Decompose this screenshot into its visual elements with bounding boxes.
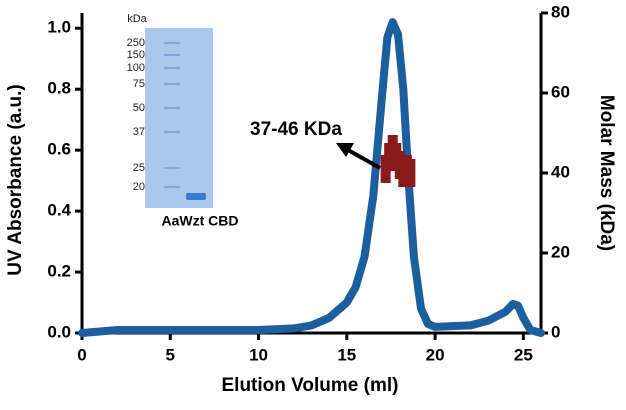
x-tick-label: 0 — [77, 345, 86, 364]
ladder-label: 250 — [127, 37, 145, 49]
ladder-label: 37 — [133, 126, 145, 138]
x-tick-label: 15 — [337, 345, 356, 364]
y-tick-label: 0.6 — [47, 140, 71, 159]
x-axis-label: Elution Volume (ml) — [222, 375, 399, 396]
y-tick-label: 0.0 — [47, 322, 71, 341]
y2-axis-label: Molar Mass (kDa) — [596, 95, 617, 251]
y-tick-label: 0.8 — [47, 79, 71, 98]
x-tick-label: 10 — [249, 345, 268, 364]
y-tick-label: 0.4 — [47, 201, 71, 220]
lane-label: AaWzt CBD — [162, 213, 239, 229]
x-tick-label: 20 — [426, 345, 445, 364]
annotation: 37-46 KDa — [250, 119, 342, 140]
ladder-label: 75 — [133, 78, 145, 90]
y-axis-label: UV Absorbance (a.u.) — [5, 84, 26, 275]
gel-unit-label: kDa — [127, 13, 147, 25]
ladder-label: 25 — [133, 162, 145, 174]
molar-mass-point — [405, 159, 416, 187]
ladder-label: 100 — [127, 62, 145, 74]
y-tick-label: 1.0 — [47, 18, 71, 37]
sample-band — [186, 193, 206, 200]
y2-tick-label: 80 — [551, 2, 570, 21]
x-tick-label: 25 — [514, 345, 533, 364]
x-tick-label: 5 — [166, 345, 175, 364]
ladder-label: 50 — [133, 102, 145, 114]
y2-tick-label: 0 — [551, 322, 560, 341]
ladder-bands — [164, 42, 180, 188]
ladder-label: 150 — [127, 49, 145, 61]
y-tick-label: 0.2 — [47, 262, 71, 281]
annotation-arrow — [336, 143, 381, 170]
y2-tick-label: 20 — [551, 242, 570, 261]
y2-tick-label: 60 — [551, 82, 570, 101]
y2-tick-label: 40 — [551, 162, 570, 181]
gel — [145, 28, 213, 208]
uv-line — [78, 18, 545, 337]
ladder-label: 20 — [133, 181, 145, 193]
